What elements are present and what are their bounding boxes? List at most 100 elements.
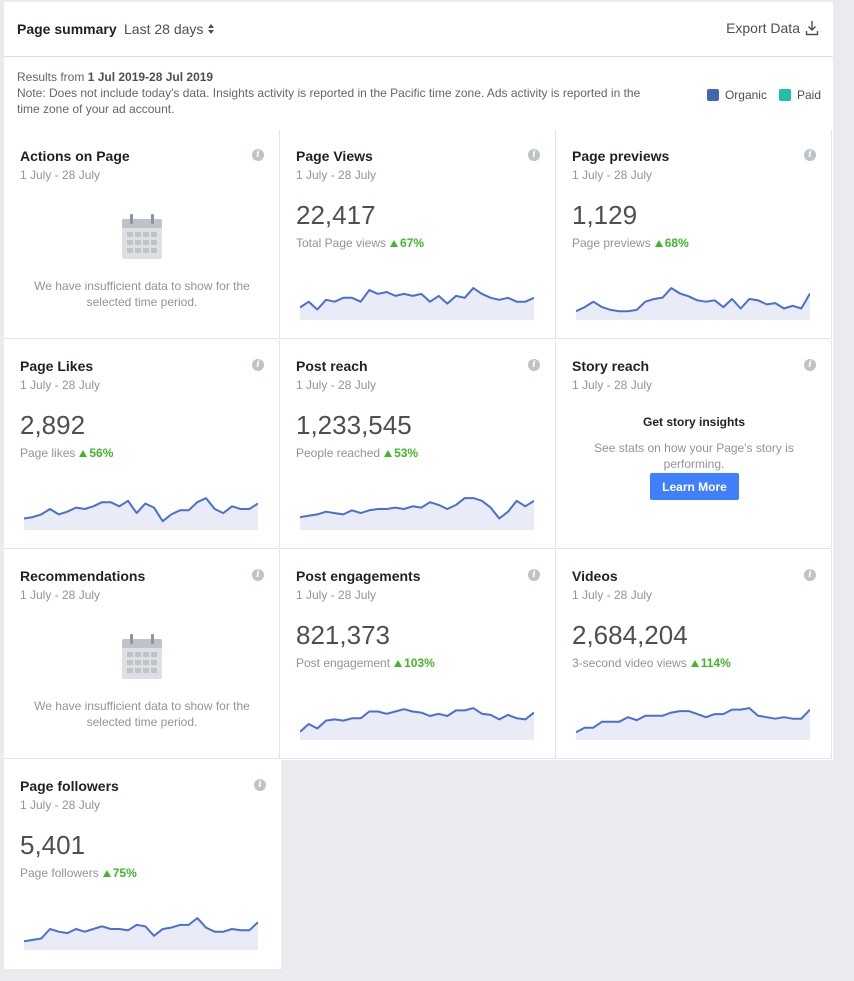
card-date-range: 1 July - 28 July: [572, 378, 653, 392]
info-icon[interactable]: i: [528, 359, 540, 371]
export-data-label: Export Data: [726, 20, 800, 36]
summary-header: Page summary Last 28 days Export Data: [4, 2, 833, 57]
card-page-likes[interactable]: Page Likes 1 July - 28 July i 2,892 Page…: [4, 340, 280, 549]
info-icon[interactable]: i: [804, 149, 816, 161]
up-arrow-icon: [79, 449, 88, 457]
metric-label: People reached: [296, 446, 381, 460]
metric-value: 2,684,204: [572, 620, 688, 650]
card-date-range: 1 July - 28 July: [296, 378, 377, 392]
export-data-button[interactable]: Export Data: [726, 20, 819, 36]
results-range-line: Results from 1 Jul 2019-28 Jul 2019: [17, 69, 657, 85]
info-icon[interactable]: i: [252, 359, 264, 371]
metric-value: 22,417: [296, 200, 376, 230]
sparkline-area: [24, 498, 258, 530]
sparkline-page-views: [300, 287, 534, 320]
sparkline-area: [300, 498, 534, 530]
card-date-range: 1 July - 28 July: [20, 378, 101, 392]
change-value: 68%: [664, 236, 689, 250]
calendar-icon: [122, 634, 162, 679]
info-icon[interactable]: i: [252, 569, 264, 581]
change-badge: 53%: [384, 446, 418, 460]
card-story-reach: Story reach 1 July - 28 July i Get story…: [556, 340, 832, 549]
sparkline-line: [24, 497, 258, 523]
card-date-range: 1 July - 28 July: [572, 588, 653, 602]
sparkline-area: [576, 288, 810, 320]
change-value: 67%: [400, 236, 425, 250]
results-range: 1 Jul 2019-28 Jul 2019: [87, 70, 214, 84]
change-badge: 56%: [79, 446, 113, 460]
up-arrow-icon: [390, 239, 399, 247]
change-badge: 75%: [102, 866, 137, 880]
info-icon[interactable]: i: [528, 569, 540, 581]
up-arrow-icon: [394, 659, 403, 667]
card-recommendations: Recommendations 1 July - 28 July i We ha…: [4, 550, 280, 759]
sparkline-line: [300, 287, 534, 311]
metric-label: Post engagement: [296, 656, 391, 670]
sparkline-line: [576, 707, 810, 734]
sparkline-line: [300, 497, 534, 520]
card-title: Page followers: [20, 778, 119, 794]
card-title: Post engagements: [296, 568, 421, 584]
change-badge: 103%: [394, 656, 435, 670]
info-icon[interactable]: i: [252, 149, 264, 161]
card-title: Page previews: [572, 148, 670, 164]
up-arrow-icon: [102, 869, 111, 877]
card-date-range: 1 July - 28 July: [20, 588, 101, 602]
card-title: Page Views: [296, 148, 373, 164]
info-icon[interactable]: i: [804, 569, 816, 581]
sort-arrows-icon: [208, 24, 215, 34]
metric-label: 3-second video views: [572, 656, 687, 670]
change-value: 53%: [394, 446, 419, 460]
sparkline-page-likes: [24, 497, 258, 530]
up-arrow-icon: [384, 449, 393, 457]
metric-label: Page likes: [20, 446, 76, 460]
date-range-dropdown[interactable]: Last 28 days: [124, 21, 215, 37]
metric-value: 1,233,545: [296, 410, 412, 440]
card-page-followers[interactable]: Page followers 1 July - 28 July i 5,401 …: [4, 760, 281, 969]
metric-value: 821,373: [296, 620, 390, 650]
story-insights-heading: Get story insights: [642, 415, 746, 429]
metric-label: Page previews: [572, 236, 651, 250]
up-arrow-icon: [690, 659, 699, 667]
metric-label-row: Page likes 56%: [20, 446, 113, 460]
card-post-engagements[interactable]: Post engagements 1 July - 28 July i 821,…: [280, 550, 556, 759]
change-badge: 68%: [654, 236, 689, 250]
calendar-icon: [122, 214, 162, 259]
card-page-views[interactable]: Page Views 1 July - 28 July i 22,417 Tot…: [280, 130, 556, 339]
results-prefix: Results from: [17, 70, 88, 84]
change-value: 103%: [404, 656, 435, 670]
card-post-reach[interactable]: Post reach 1 July - 28 July i 1,233,545 …: [280, 340, 556, 549]
learn-more-button[interactable]: Learn More: [650, 473, 739, 500]
card-title: Page Likes: [20, 358, 94, 374]
metric-label-row: Page previews 68%: [572, 236, 689, 250]
page-summary-title: Page summary: [17, 21, 117, 37]
card-page-previews[interactable]: Page previews 1 July - 28 July i 1,129 P…: [556, 130, 832, 339]
card-videos[interactable]: Videos 1 July - 28 July i 2,684,204 3-se…: [556, 550, 832, 759]
card-date-range: 1 July - 28 July: [20, 168, 101, 182]
change-value: 114%: [700, 656, 731, 670]
sparkline-area: [24, 918, 258, 950]
change-value: 75%: [112, 866, 137, 880]
sparkline-page-previews: [576, 287, 810, 320]
change-badge: 114%: [690, 656, 731, 670]
metric-label: Total Page views: [296, 236, 387, 250]
download-icon: [805, 21, 819, 36]
sparkline-videos: [576, 707, 810, 740]
insufficient-data-message: We have insufficient data to show for th…: [34, 279, 250, 309]
paid-swatch: [778, 89, 791, 101]
metric-value: 5,401: [20, 830, 86, 860]
info-icon[interactable]: i: [804, 359, 816, 371]
card-title: Post reach: [296, 358, 368, 374]
results-note: Note: Does not include today's data. Ins…: [17, 86, 641, 116]
sparkline-line: [24, 917, 258, 943]
results-info: Results from 1 Jul 2019-28 Jul 2019 Note…: [17, 69, 657, 117]
sparkline-area: [300, 708, 534, 740]
sparkline-line: [300, 707, 534, 733]
card-title: Story reach: [572, 358, 650, 374]
metric-label-row: People reached 53%: [296, 446, 418, 460]
story-insights-description: See stats on how your Page's story is pe…: [594, 441, 794, 471]
metric-label: Page followers: [20, 866, 99, 880]
info-icon[interactable]: i: [528, 149, 540, 161]
card-title: Videos: [572, 568, 618, 584]
info-icon[interactable]: i: [254, 779, 266, 791]
